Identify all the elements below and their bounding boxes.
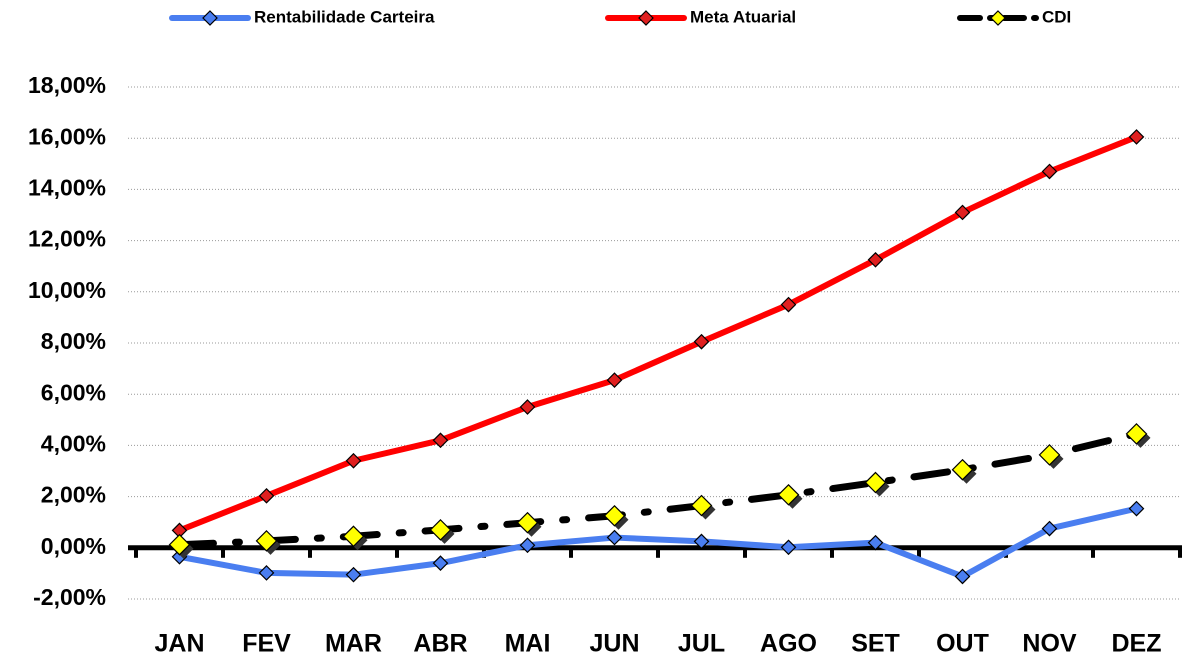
legend-label: Meta Atuarial xyxy=(690,7,796,26)
marker xyxy=(1041,163,1058,180)
marker xyxy=(780,539,797,556)
marker xyxy=(867,534,884,551)
marker xyxy=(690,494,713,517)
y-tick-label: 18,00% xyxy=(28,72,106,98)
x-tick-label: SET xyxy=(851,630,900,657)
marker xyxy=(345,452,362,469)
legend-marker xyxy=(638,10,654,26)
y-tick-label: 8,00% xyxy=(41,328,106,354)
marker xyxy=(1041,520,1058,537)
x-tick-label: JAN xyxy=(154,630,204,657)
series-line xyxy=(176,430,1140,549)
y-tick-label: 12,00% xyxy=(28,226,106,252)
marker xyxy=(1128,500,1145,517)
y-tick-label: 0,00% xyxy=(41,533,106,559)
legend-label: CDI xyxy=(1042,7,1071,26)
marker xyxy=(777,483,800,506)
x-tick-label: MAI xyxy=(505,630,551,657)
marker xyxy=(603,504,626,527)
marker xyxy=(519,399,536,415)
y-tick-label: 6,00% xyxy=(41,379,106,405)
marker xyxy=(516,511,539,534)
marker xyxy=(429,519,452,541)
marker xyxy=(951,458,974,481)
x-tick-label: AGO xyxy=(760,630,817,657)
y-tick-label: 2,00% xyxy=(41,482,106,508)
y-tick-label: -2,00% xyxy=(33,584,106,610)
marker xyxy=(1125,423,1148,445)
legend-label: Rentabilidade Carteira xyxy=(254,7,435,26)
marker xyxy=(255,530,278,552)
x-tick-label: JUL xyxy=(678,630,725,657)
y-tick-label: 16,00% xyxy=(28,123,106,149)
marker xyxy=(1128,129,1145,145)
y-tick-label: 14,00% xyxy=(28,174,106,200)
marker xyxy=(519,537,536,554)
marker xyxy=(258,565,275,581)
marker xyxy=(168,533,191,556)
series-line xyxy=(176,133,1140,534)
marker xyxy=(342,525,365,548)
legend-marker xyxy=(202,10,218,26)
x-tick-label: MAR xyxy=(325,630,382,657)
marker xyxy=(954,568,971,585)
y-tick-label: 10,00% xyxy=(28,277,106,303)
x-tick-label: OUT xyxy=(936,630,989,657)
y-tick-label: 4,00% xyxy=(41,430,106,456)
x-tick-label: NOV xyxy=(1022,630,1077,657)
marker xyxy=(867,251,884,268)
marker xyxy=(693,333,710,350)
x-tick-label: FEV xyxy=(242,630,291,657)
x-tick-label: DEZ xyxy=(1112,630,1162,657)
marker xyxy=(780,296,797,313)
marker xyxy=(954,204,971,221)
marker xyxy=(258,487,275,504)
marker xyxy=(1038,444,1061,466)
marker xyxy=(693,533,710,550)
x-tick-label: ABR xyxy=(413,630,467,657)
marker xyxy=(345,566,362,583)
marker xyxy=(606,372,623,388)
x-tick-label: JUN xyxy=(589,630,639,657)
marker xyxy=(432,432,449,449)
marker xyxy=(606,529,623,546)
marker xyxy=(864,471,887,494)
marker xyxy=(432,555,449,572)
series-line xyxy=(176,505,1140,580)
legend-marker xyxy=(990,10,1006,26)
